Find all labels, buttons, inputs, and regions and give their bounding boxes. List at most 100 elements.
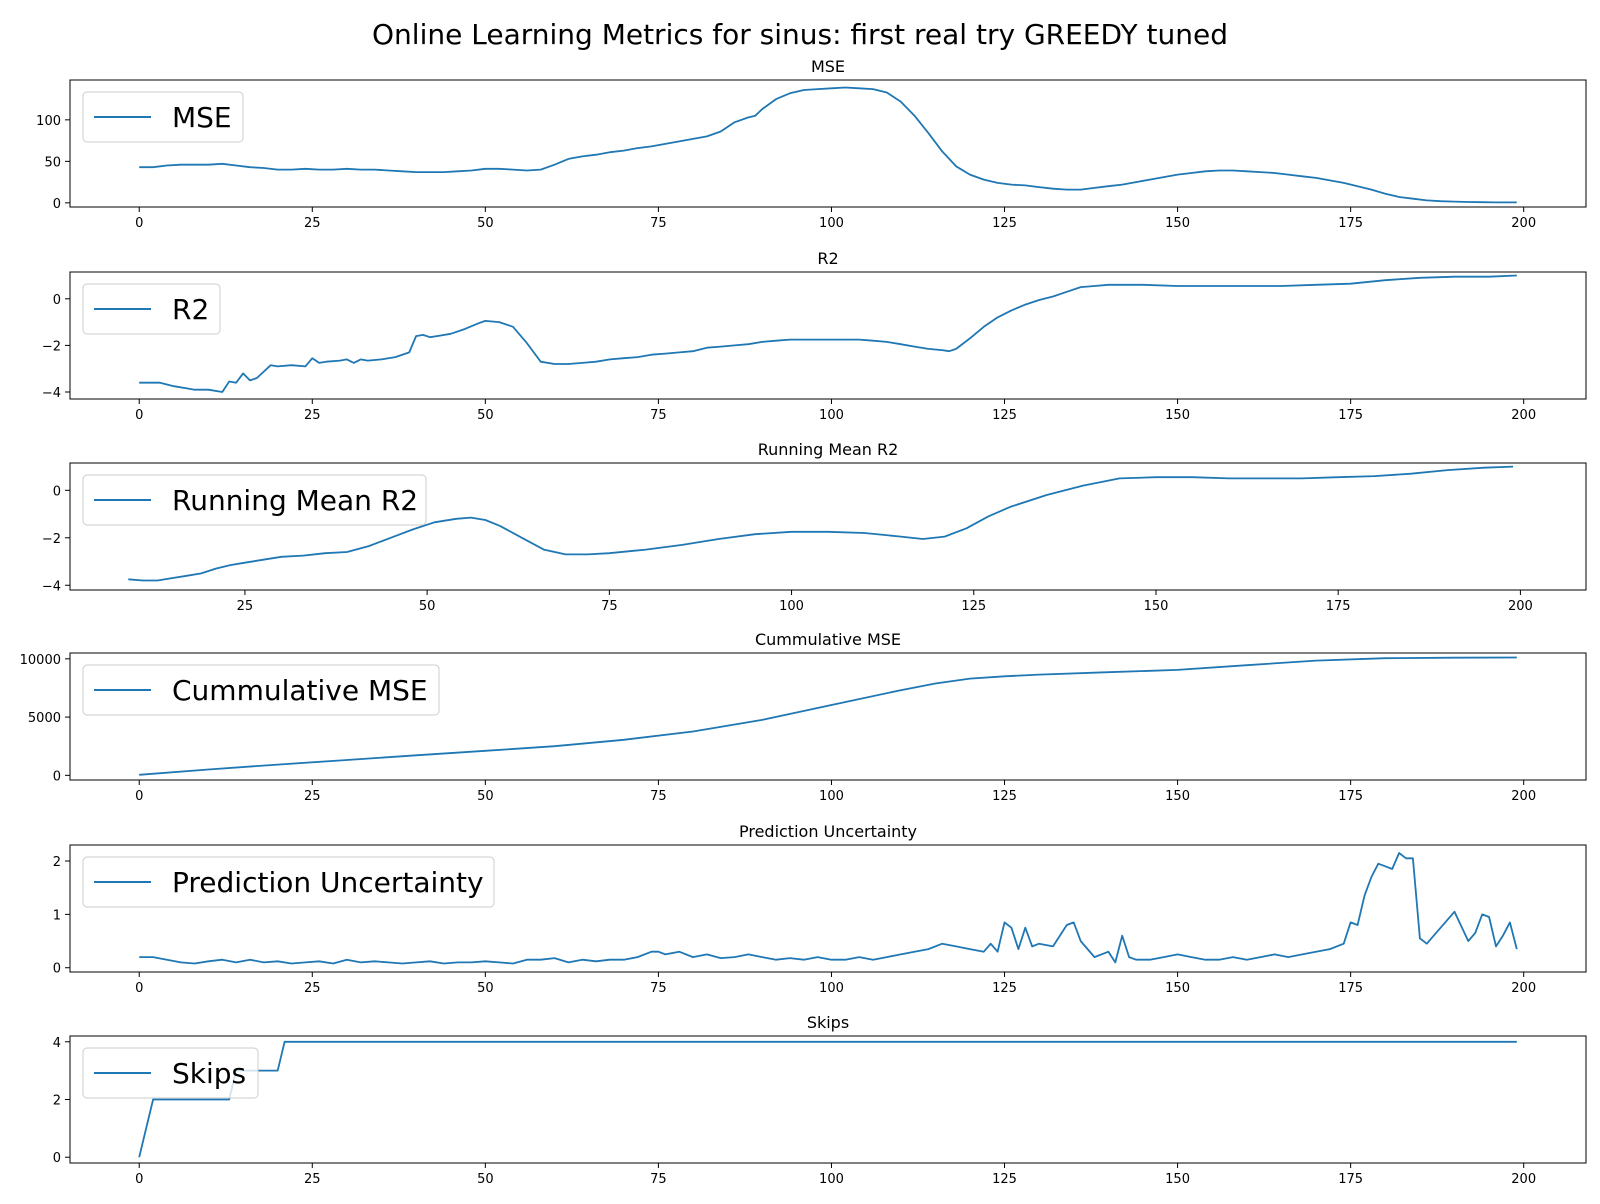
axes-frame <box>69 844 1587 973</box>
x-tick-label: 25 <box>237 599 254 614</box>
series-line-running-mean-r2 <box>128 465 1514 582</box>
x-tick-label: 125 <box>992 789 1017 804</box>
x-tick-label: 25 <box>304 408 321 423</box>
x-tick-label: 25 <box>304 216 321 231</box>
figure-title: Online Learning Metrics for sinus: first… <box>372 18 1228 51</box>
x-tick-label: 100 <box>819 789 844 804</box>
x-tick-label: 125 <box>961 599 986 614</box>
x-tick-label: 75 <box>601 599 618 614</box>
y-tick-label: 0 <box>53 484 61 499</box>
subplot-r2: R2 0 25 50 75 100 125 150 175 200 −4 −2 0 R2 <box>42 249 1587 423</box>
y-tick-label: 0 <box>53 1151 61 1166</box>
legend-box <box>82 283 221 335</box>
y-tick-label: 50 <box>44 155 61 170</box>
x-tick-label: 25 <box>304 981 321 996</box>
y-tick-label: 2 <box>53 1094 61 1109</box>
legend-box <box>82 1047 259 1099</box>
x-tick-label: 125 <box>992 408 1017 423</box>
y-tick-label: 2 <box>53 855 61 870</box>
series-line-prediction-uncertainty <box>139 852 1518 965</box>
axes-frame <box>69 1035 1587 1164</box>
legend: MSE <box>82 91 244 143</box>
x-tick-label: 175 <box>1338 981 1363 996</box>
x-tick-label: 25 <box>304 789 321 804</box>
x-tick-label: 150 <box>1144 599 1169 614</box>
legend: Running Mean R2 <box>82 474 427 526</box>
x-tick-label: 175 <box>1338 789 1363 804</box>
subplot-title: R2 <box>817 249 838 268</box>
subplot-mse: MSE 0 25 50 75 100 125 150 175 200 0 50 100 MSE <box>36 57 1587 231</box>
x-tick-label: 0 <box>135 981 143 996</box>
legend-label: Prediction Uncertainty <box>172 866 484 899</box>
x-tick-label: 150 <box>1165 981 1190 996</box>
subplot-title: MSE <box>811 57 845 76</box>
y-tick-label: −4 <box>42 579 61 594</box>
x-tick-label: 100 <box>779 599 804 614</box>
subplot-skips: Skips 0 25 50 75 100 125 150 175 200 0 2 4 Skips <box>53 1013 1587 1187</box>
x-tick-label: 50 <box>477 789 494 804</box>
x-tick-label: 125 <box>992 981 1017 996</box>
x-tick-label: 25 <box>304 1172 321 1187</box>
x-tick-label: 175 <box>1338 408 1363 423</box>
x-tick-label: 0 <box>135 1172 143 1187</box>
subplot-prediction-uncertainty: Prediction Uncertainty 0 25 50 75 100 125 150 17… <box>53 822 1587 996</box>
y-tick-label: −2 <box>42 532 61 547</box>
x-tick-label: 150 <box>1165 789 1190 804</box>
legend-box <box>82 856 495 908</box>
x-tick-label: 200 <box>1511 216 1536 231</box>
x-tick-label: 100 <box>819 1172 844 1187</box>
legend: R2 <box>82 283 221 335</box>
legend-label: Running Mean R2 <box>172 484 418 517</box>
y-tick-label: 0 <box>53 962 61 977</box>
x-tick-label: 200 <box>1511 408 1536 423</box>
x-tick-label: 150 <box>1165 408 1190 423</box>
axes-frame <box>69 462 1587 591</box>
legend: Prediction Uncertainty <box>82 856 495 908</box>
y-tick-label: 0 <box>53 769 61 784</box>
y-tick-label: 0 <box>53 293 61 308</box>
subplot-title: Cummulative MSE <box>755 630 901 649</box>
y-tick-label: 4 <box>53 1036 61 1051</box>
y-tick-label: 5000 <box>28 711 61 726</box>
x-tick-label: 75 <box>650 789 667 804</box>
x-tick-label: 175 <box>1338 1172 1363 1187</box>
axes-frame <box>69 652 1587 781</box>
subplot-title: Running Mean R2 <box>758 440 899 459</box>
x-tick-label: 200 <box>1511 1172 1536 1187</box>
y-tick-label: 100 <box>36 114 61 129</box>
x-tick-label: 175 <box>1338 216 1363 231</box>
x-tick-label: 75 <box>650 981 667 996</box>
x-tick-label: 200 <box>1508 599 1533 614</box>
legend-label: MSE <box>172 101 232 134</box>
x-tick-label: 175 <box>1326 599 1351 614</box>
x-tick-label: 50 <box>477 216 494 231</box>
y-tick-label: 10000 <box>20 653 61 668</box>
x-tick-label: 125 <box>992 216 1017 231</box>
x-tick-label: 50 <box>419 599 436 614</box>
x-tick-label: 0 <box>135 408 143 423</box>
series-line-mse <box>139 86 1517 204</box>
y-tick-label: −2 <box>42 339 61 354</box>
subplot-running-mean-r2: Running Mean R2 25 50 75 100 125 150 175 200 −4 −2… <box>42 440 1587 614</box>
subplot-title: Skips <box>807 1013 849 1032</box>
subplot-cummulative-mse: Cummulative MSE 0 25 50 75 100 125 150 175 200 0 50… <box>20 630 1587 804</box>
x-tick-label: 100 <box>819 216 844 231</box>
x-tick-label: 200 <box>1511 981 1536 996</box>
legend-label: Skips <box>172 1057 246 1090</box>
legend-box <box>82 91 244 143</box>
x-tick-label: 150 <box>1165 1172 1190 1187</box>
subplot-title: Prediction Uncertainty <box>739 822 917 841</box>
x-tick-label: 200 <box>1511 789 1536 804</box>
legend-box <box>82 664 440 716</box>
x-tick-label: 125 <box>992 1172 1017 1187</box>
x-tick-label: 50 <box>477 408 494 423</box>
y-tick-label: 1 <box>53 908 61 923</box>
y-tick-label: 0 <box>53 197 61 212</box>
legend: Skips <box>82 1047 259 1099</box>
x-tick-label: 50 <box>477 1172 494 1187</box>
axes-frame <box>69 271 1587 400</box>
series-line-cummulative-mse <box>139 656 1517 776</box>
x-tick-label: 100 <box>819 981 844 996</box>
legend-label: Cummulative MSE <box>172 674 428 707</box>
